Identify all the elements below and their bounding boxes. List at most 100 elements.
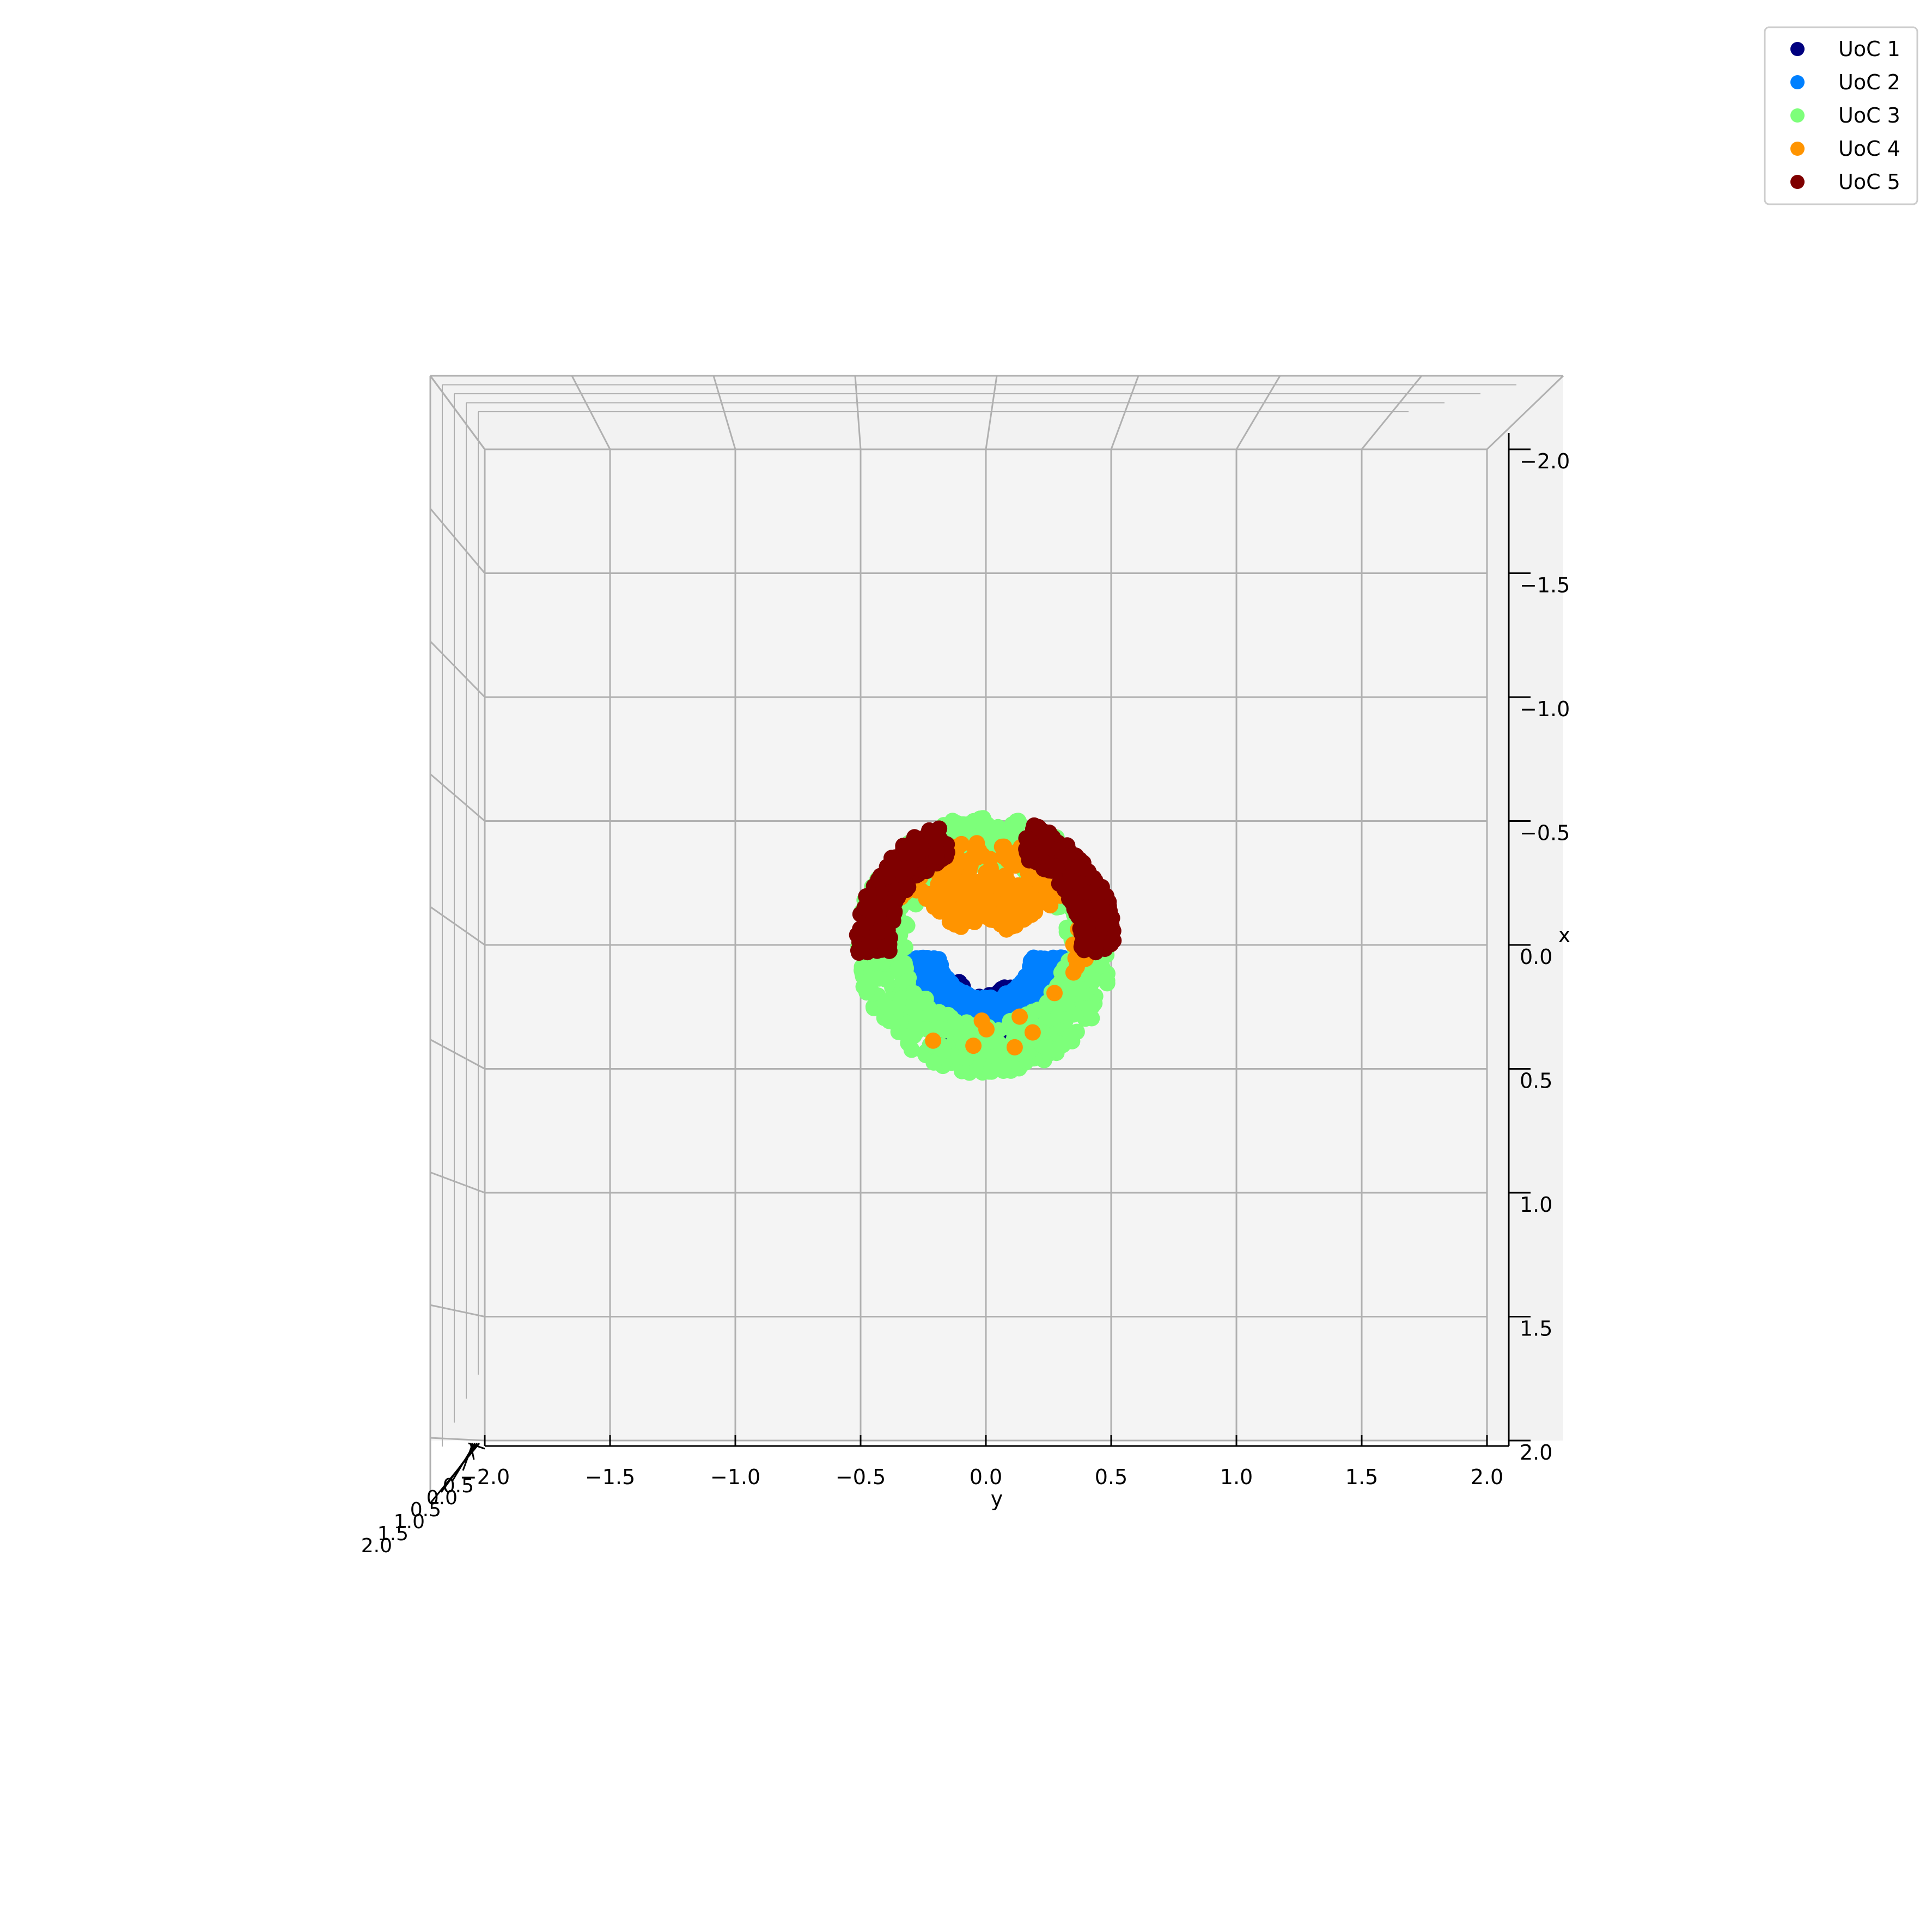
data-point <box>962 898 979 914</box>
data-point <box>995 1063 1012 1079</box>
data-point <box>901 860 918 877</box>
data-point <box>917 994 934 1011</box>
data-point <box>1013 899 1029 916</box>
grid-line-top-perspective <box>1235 375 1281 450</box>
data-point <box>915 1019 931 1036</box>
depth-tick-label: 0.5 <box>410 1499 441 1521</box>
data-point <box>1057 847 1074 864</box>
grid-line-top-perspective <box>712 375 736 450</box>
data-point <box>941 985 958 1002</box>
x-tick-label: 1.5 <box>1345 1465 1378 1489</box>
data-point <box>906 985 923 1002</box>
grid-lines <box>429 375 1564 1492</box>
axis-lines <box>429 433 1510 1504</box>
data-point <box>1039 877 1056 893</box>
data-point <box>925 1032 942 1049</box>
grid-line-left-perspective <box>430 1304 485 1317</box>
data-point <box>979 816 996 833</box>
grid-line-top-perspective <box>985 375 998 450</box>
depth-axis-tick <box>468 1442 485 1450</box>
data-point <box>1011 1008 1028 1025</box>
depth-tick-label: 1.5 <box>377 1523 409 1545</box>
grid-line-left-perspective <box>430 773 485 822</box>
data-point <box>1064 894 1080 911</box>
data-point <box>1009 912 1026 929</box>
x-tick-label: −1.5 <box>585 1465 635 1489</box>
data-point <box>993 1038 1010 1055</box>
depth-tick-label: 0.5 <box>443 1475 474 1497</box>
y-tick-label: 0.0 <box>1520 945 1552 969</box>
y-tick-label: −1.5 <box>1520 573 1570 597</box>
grid-line-top-perspective <box>571 375 611 450</box>
data-point <box>1087 936 1104 953</box>
legend-marker <box>1790 142 1805 156</box>
data-point <box>1070 858 1087 875</box>
data-point <box>1057 995 1074 1012</box>
grid-line-top-perspective <box>1361 375 1423 450</box>
depth-tick-label: 2.0 <box>361 1535 392 1557</box>
data-point <box>880 868 897 884</box>
grid-line-left-perspective <box>430 1039 485 1070</box>
grid-line-top-perspective <box>1110 375 1139 450</box>
data-point <box>932 831 949 848</box>
data-point <box>931 1004 948 1021</box>
data-point <box>881 1012 898 1029</box>
data-point <box>1081 999 1098 1016</box>
data-point <box>959 872 976 888</box>
legend: UoC 1 UoC 2 UoC 3 UoC 4 UoC 5 <box>1764 26 1918 205</box>
data-point <box>864 971 881 988</box>
data-point <box>1093 899 1110 916</box>
data-point <box>914 951 931 968</box>
data-point <box>968 835 985 852</box>
data-point <box>1084 972 1101 989</box>
data-point <box>928 848 945 865</box>
data-point <box>1094 958 1111 975</box>
y-tick-label: 0.5 <box>1520 1069 1552 1093</box>
legend-marker <box>1790 175 1805 189</box>
data-point <box>947 878 964 895</box>
data-point <box>978 896 994 913</box>
x-tick-label: −0.5 <box>836 1465 886 1489</box>
y-tick-label: −1.0 <box>1520 697 1570 721</box>
data-point <box>1006 1039 1023 1055</box>
data-point <box>1053 964 1070 981</box>
data-point <box>994 875 1010 892</box>
data-point <box>1048 858 1065 875</box>
y-tick-label: 1.5 <box>1520 1317 1552 1341</box>
depth-tick-label: 1.0 <box>394 1511 425 1533</box>
data-point <box>918 890 935 907</box>
grid-line-left-perspective <box>429 508 486 574</box>
grid-line-top-perspective <box>854 375 862 450</box>
data-point <box>965 1038 982 1054</box>
grid-line-left-perspective <box>430 906 485 946</box>
x-axis-label: y <box>991 1487 1003 1511</box>
data-point <box>1030 819 1047 835</box>
data-point <box>978 1021 995 1038</box>
data-point <box>947 1013 964 1030</box>
data-point <box>889 960 906 977</box>
data-point <box>1102 936 1119 953</box>
grid-line-top-perspective <box>1486 375 1564 450</box>
data-point <box>1095 917 1112 933</box>
data-point <box>1065 964 1082 981</box>
depth-tick-label: 0.0 <box>426 1487 458 1509</box>
data-point <box>1099 972 1116 989</box>
y-tick-label: 2.0 <box>1520 1441 1552 1465</box>
data-point <box>1039 832 1056 849</box>
legend-label: UoC 2 <box>1838 70 1900 94</box>
y-tick-label: −0.5 <box>1520 821 1570 845</box>
data-point <box>872 923 889 940</box>
legend-box <box>1764 26 1918 205</box>
data-point <box>886 904 903 921</box>
depth-axis-tick <box>440 1443 478 1493</box>
x-tick-label: −1.0 <box>710 1465 760 1489</box>
data-point <box>1020 1044 1037 1060</box>
data-point <box>1028 892 1045 908</box>
y-tick-label: 1.0 <box>1520 1193 1552 1217</box>
data-point <box>1057 881 1073 898</box>
data-point <box>858 888 875 905</box>
data-point <box>983 1063 1000 1080</box>
data-point <box>858 984 875 1001</box>
